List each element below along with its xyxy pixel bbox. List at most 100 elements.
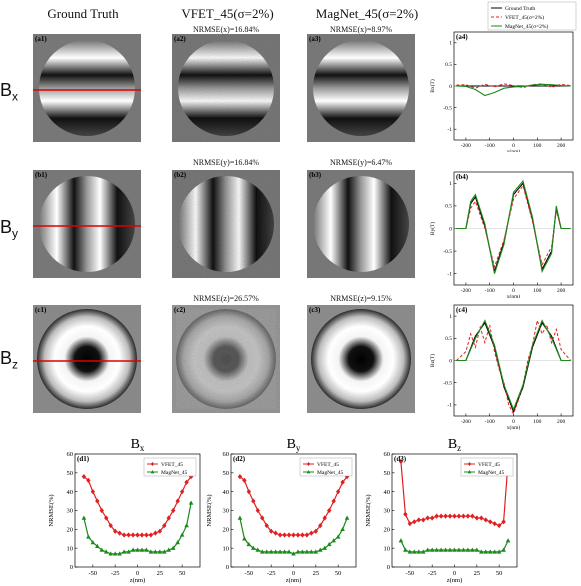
data-point-magnet-45 — [188, 500, 194, 505]
data-point-vfet-45 — [429, 515, 435, 521]
data-point-vfet-45 — [398, 458, 404, 465]
data-point-vfet-45 — [282, 532, 287, 538]
data-point-vfet-45 — [416, 517, 421, 523]
x-axis-label: x(nm) — [507, 148, 521, 152]
data-point-vfet-45 — [117, 530, 122, 536]
data-point-vfet-45 — [277, 532, 283, 538]
data-point-magnet-45 — [492, 549, 497, 554]
data-point-vfet-45 — [465, 513, 471, 519]
data-point-magnet-45 — [470, 547, 475, 552]
series-line-magnet-45-2 — [456, 319, 571, 411]
data-point-magnet-45 — [273, 549, 278, 554]
y-tick-label: 40 — [223, 489, 230, 496]
data-point-magnet-45 — [112, 551, 118, 556]
data-point-magnet-45 — [237, 515, 243, 520]
data-point-vfet-45 — [144, 532, 149, 538]
chart-title: By — [287, 437, 301, 453]
data-point-vfet-45 — [322, 515, 327, 521]
data-point-magnet-45 — [322, 545, 328, 550]
y-tick-label: 0 — [387, 564, 390, 571]
data-point-vfet-45 — [268, 528, 274, 534]
x-axis-label: z(nm) — [286, 577, 302, 584]
data-point-magnet-45 — [474, 547, 480, 552]
data-point-magnet-45 — [317, 547, 323, 552]
data-point-vfet-45 — [273, 530, 278, 536]
x-axis-label: z(nm) — [130, 577, 146, 584]
data-point-magnet-45 — [304, 549, 310, 554]
x-tick-label: 25 — [474, 570, 481, 577]
x-tick-label: -100 — [485, 419, 495, 425]
legend-marker — [306, 470, 311, 474]
panel-tag-a2: (a2) — [174, 35, 186, 43]
y-tick-label: 1 — [449, 181, 452, 187]
y-tick-label: 30 — [67, 508, 74, 515]
chart-title: Bx — [131, 437, 145, 453]
y-tick-label: 60 — [223, 451, 230, 458]
y-tick-label: 0 — [449, 226, 452, 232]
legend-label: MagNet_45 — [317, 470, 344, 476]
data-point-vfet-45 — [483, 517, 488, 523]
data-point-vfet-45 — [452, 513, 457, 519]
image-bx-ground-truth: (a1) — [33, 34, 141, 142]
data-point-vfet-45 — [104, 515, 109, 521]
data-point-magnet-45 — [434, 547, 439, 552]
x-tick-label: 100 — [533, 288, 542, 294]
data-point-vfet-45 — [492, 521, 497, 527]
nrmse-magnet-y: NRMSE(y)=6.47% — [329, 158, 393, 167]
data-point-magnet-45 — [81, 515, 87, 520]
data-point-vfet-45 — [121, 532, 127, 538]
image-bx-magnet: (a3) — [307, 34, 415, 142]
data-point-magnet-45 — [144, 547, 149, 552]
data-point-magnet-45 — [108, 551, 114, 556]
data-point-vfet-45 — [184, 479, 189, 485]
data-point-vfet-45 — [331, 498, 336, 504]
x-tick-label: -50 — [89, 570, 98, 577]
nrmse-magnet-z: NRMSE(z)=9.15% — [330, 294, 392, 303]
data-point-magnet-45 — [166, 547, 172, 552]
image-by-vfet: (b2) — [172, 170, 280, 278]
legend-label: Ground Truth — [505, 6, 535, 12]
y-tick-label: 60 — [384, 451, 391, 458]
data-point-magnet-45 — [505, 538, 511, 543]
x-tick-label: 100 — [533, 419, 542, 425]
data-point-magnet-45 — [407, 549, 413, 554]
chart-d3: -50 -25 0 25 50 0 10 20 30 40 50 60 z(nm) NRMSE(%) (d3… — [365, 437, 518, 584]
x-axis-label: x(nm) — [507, 293, 521, 298]
panel-tag-c3: (c3) — [309, 306, 321, 314]
data-point-vfet-45 — [470, 513, 475, 519]
legend-label: MagNet_45 — [161, 470, 188, 476]
data-point-magnet-45 — [344, 515, 350, 520]
y-axis-label: Bx(T) — [429, 79, 436, 93]
data-point-vfet-45 — [300, 532, 305, 538]
data-point-magnet-45 — [416, 549, 422, 554]
image-bx-vfet: (a2) — [172, 34, 280, 142]
data-point-vfet-45 — [148, 532, 154, 538]
row-label-bz: Bz — [0, 348, 19, 372]
panel-tag-c1: (c1) — [35, 306, 47, 314]
data-point-vfet-45 — [139, 532, 145, 538]
x-tick-label: 0 — [512, 419, 515, 425]
data-point-magnet-45 — [425, 547, 431, 552]
data-point-magnet-45 — [126, 549, 131, 554]
x-tick-label: 0 — [292, 570, 295, 577]
data-point-magnet-45 — [465, 547, 471, 552]
data-point-magnet-45 — [456, 547, 462, 552]
data-point-magnet-45 — [161, 549, 167, 554]
data-point-magnet-45 — [335, 534, 341, 539]
x-tick-label: 50 — [496, 570, 503, 577]
legend-label: VFET_45 — [317, 462, 339, 468]
x-axis-label: x(nm) — [507, 424, 521, 430]
chart-c4: -200 -100 0 100 200 -1 -0.5 0 0.5 1 x(nm) Bz(T) (c4) — [429, 304, 574, 430]
y-tick-label: -0.5 — [443, 381, 452, 387]
y-tick-label: 40 — [384, 489, 391, 496]
data-point-vfet-45 — [112, 528, 118, 534]
y-axis-label: NRMSE(%) — [48, 494, 55, 526]
data-point-magnet-45 — [326, 541, 332, 547]
panel-tag: (d2) — [233, 455, 246, 463]
data-point-magnet-45 — [139, 547, 145, 552]
y-tick-label: 20 — [223, 527, 230, 534]
y-tick-label: -1 — [447, 403, 452, 409]
data-point-magnet-45 — [300, 549, 305, 554]
data-point-vfet-45 — [407, 521, 413, 527]
data-point-magnet-45 — [184, 523, 189, 528]
